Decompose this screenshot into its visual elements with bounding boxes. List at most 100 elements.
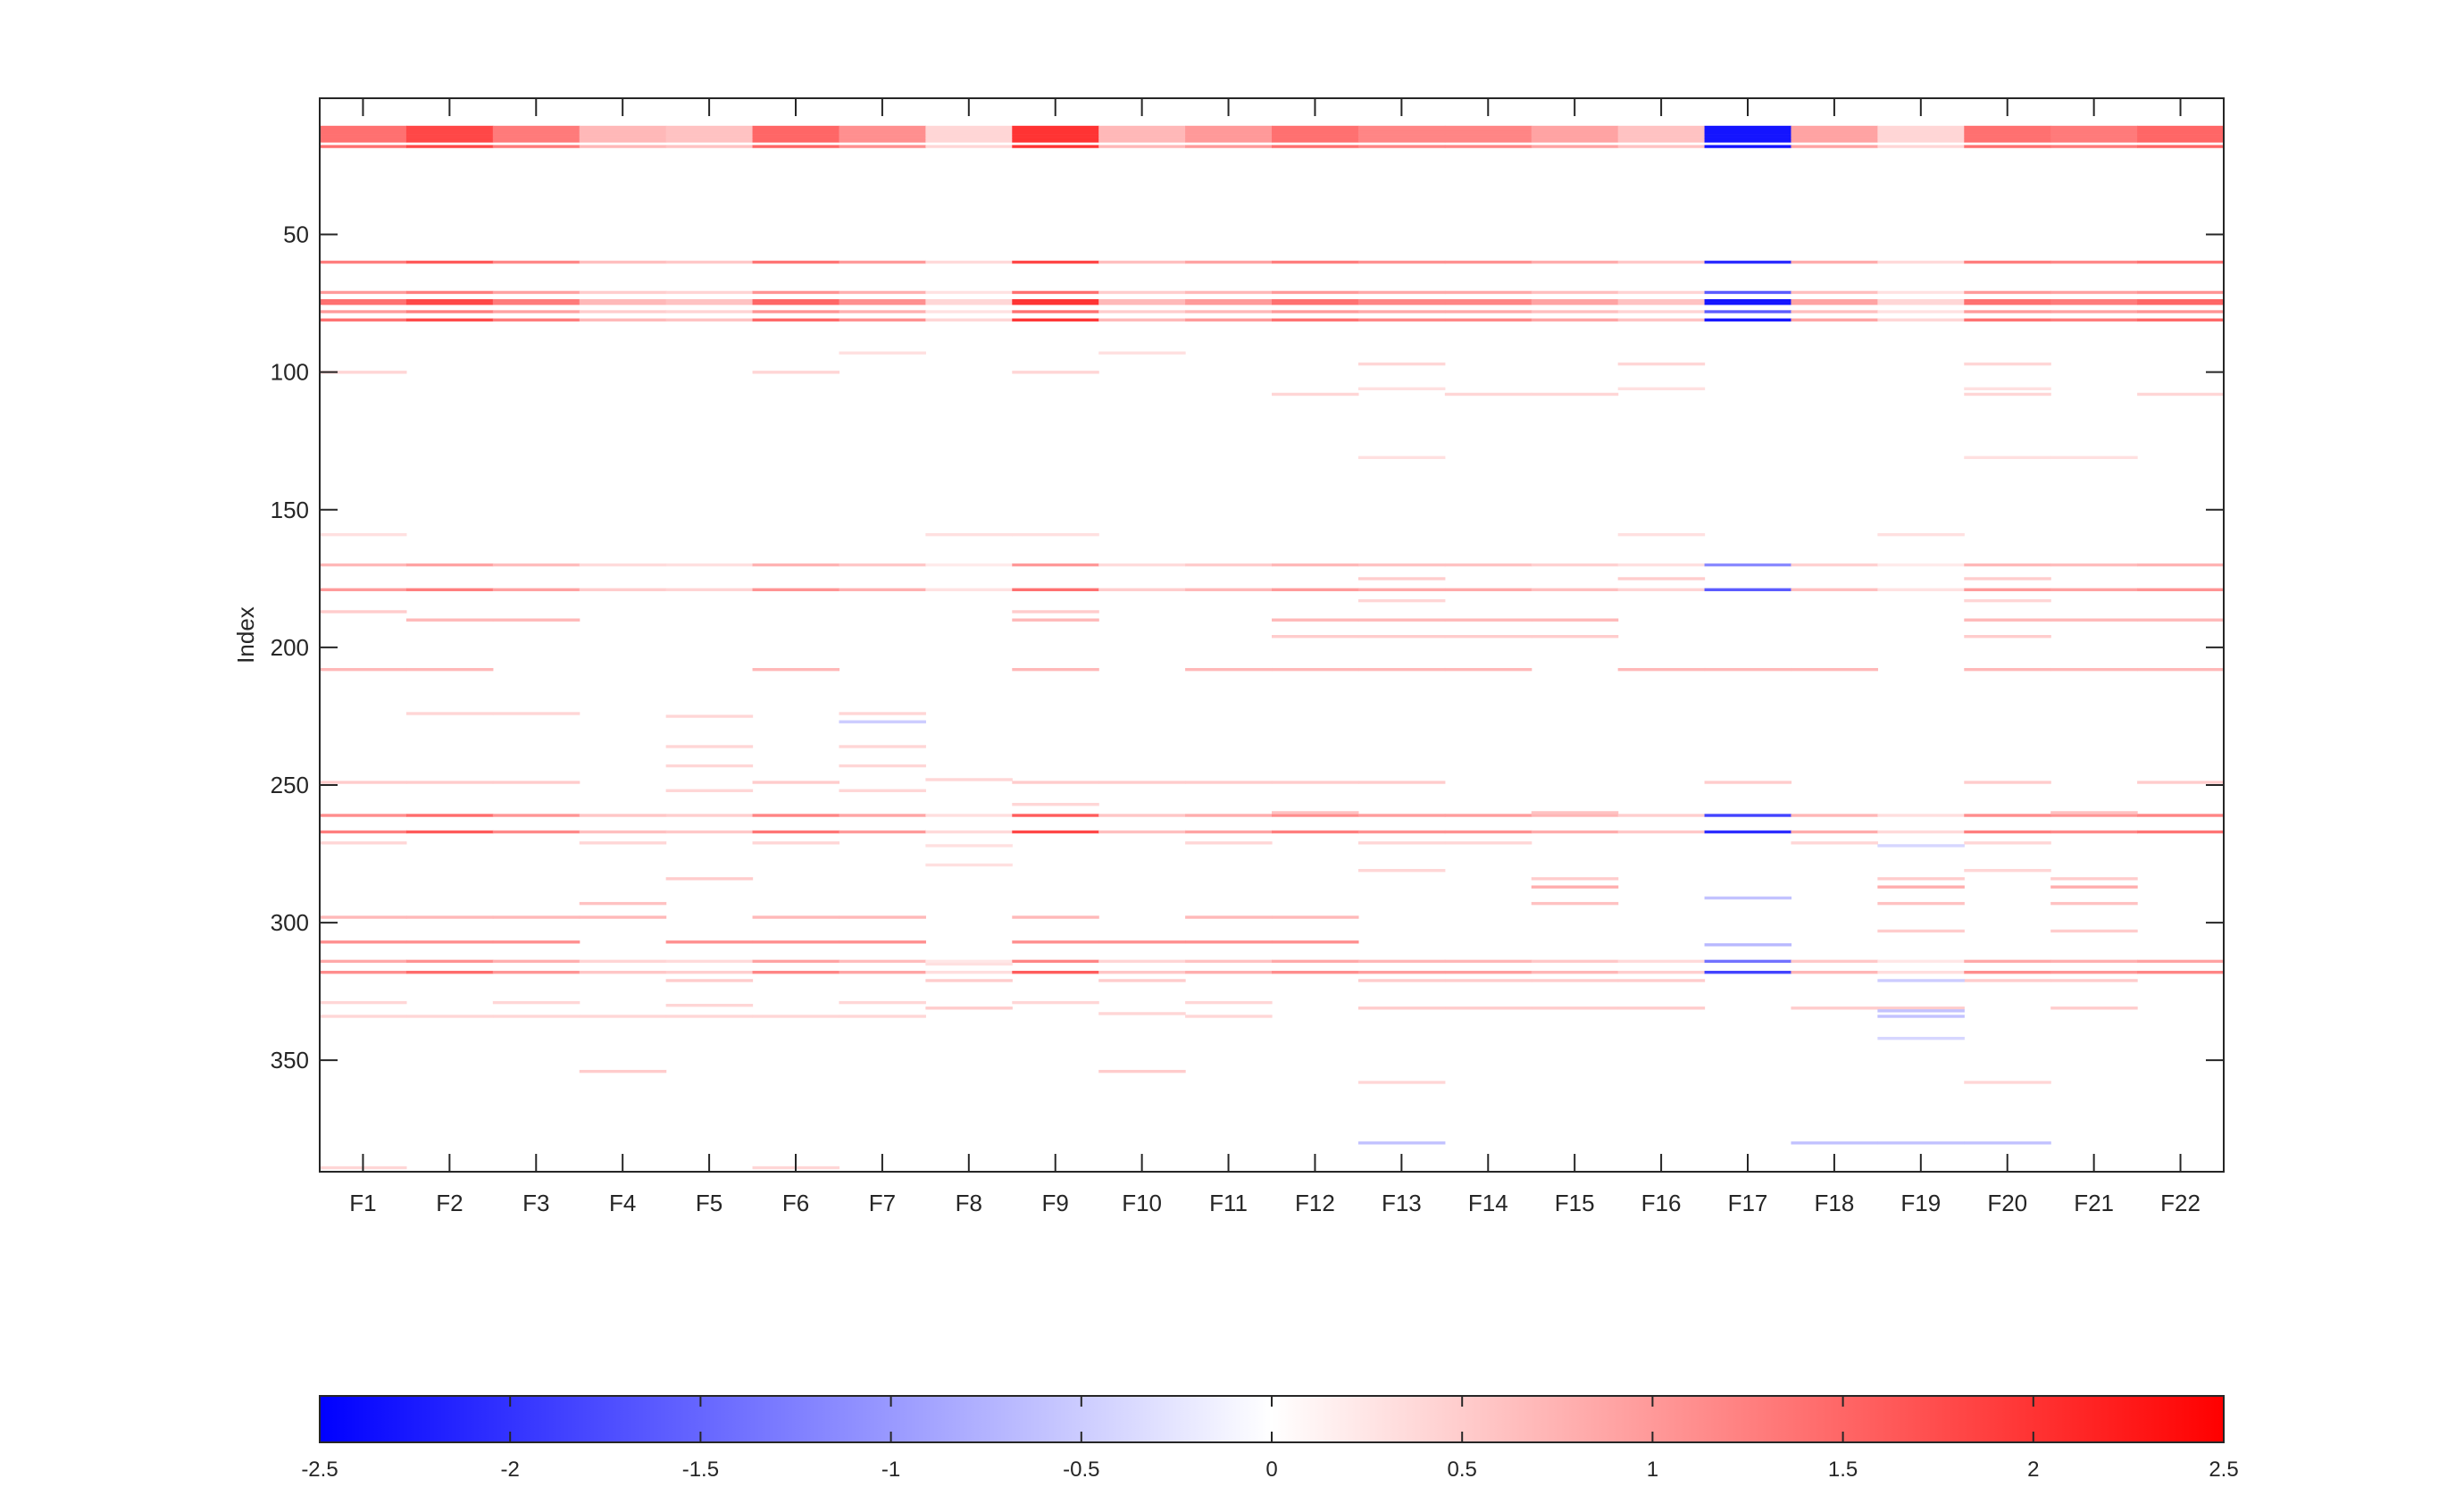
heatmap-cell <box>1012 125 1099 129</box>
heatmap-cell <box>1964 290 2051 295</box>
heatmap-cell <box>320 145 407 148</box>
heatmap-cell <box>1877 532 1965 537</box>
heatmap-cell <box>925 318 1013 322</box>
heatmap-cell <box>839 310 926 313</box>
heatmap-cell <box>320 134 407 138</box>
heatmap-cell <box>665 125 754 129</box>
heatmap-cell <box>1877 1007 1965 1010</box>
heatmap-cell <box>579 302 667 305</box>
heatmap-cell <box>1185 137 1273 140</box>
heatmap-cell <box>579 128 667 132</box>
heatmap-cell <box>492 1015 580 1018</box>
heatmap-cell <box>579 971 667 974</box>
heatmap-cell <box>1531 901 1619 906</box>
heatmap-cell <box>752 139 840 143</box>
heatmap-cell <box>579 310 667 313</box>
heatmap-cell <box>579 134 667 138</box>
heatmap-cell <box>1791 260 1878 264</box>
heatmap-cell <box>1098 128 1186 132</box>
y-tick-label: 200 <box>271 634 309 661</box>
heatmap-cell <box>320 563 407 567</box>
heatmap-cell <box>2050 1007 2138 1010</box>
heatmap-cell <box>2137 298 2225 303</box>
heatmap-cell <box>752 959 840 964</box>
heatmap-cell <box>492 128 580 132</box>
heatmap-cell <box>665 877 754 881</box>
heatmap-cell <box>1791 1141 1878 1145</box>
heatmap-cell <box>752 1015 840 1018</box>
heatmap-cell <box>2050 455 2138 460</box>
heatmap-cell <box>1964 598 2051 603</box>
heatmap-cell <box>1964 781 2051 784</box>
heatmap-cell <box>1098 318 1186 322</box>
heatmap-cell <box>665 1015 754 1018</box>
heatmap-cell <box>1357 260 1446 264</box>
heatmap-cell <box>1964 618 2051 622</box>
heatmap-cell <box>839 745 926 748</box>
heatmap-cell <box>1357 979 1446 982</box>
heatmap-cell <box>405 128 494 132</box>
heatmap-cell <box>1791 310 1878 313</box>
heatmap-cell <box>839 563 926 567</box>
heatmap-cell <box>1531 137 1619 140</box>
heatmap-cell <box>1964 667 2051 672</box>
heatmap-cell <box>1791 128 1878 132</box>
heatmap-cell <box>2050 814 2138 817</box>
heatmap-cell <box>2050 134 2138 138</box>
heatmap-cell <box>1704 145 1792 148</box>
y-tick-label: 250 <box>271 772 309 798</box>
heatmap-cell <box>665 260 754 264</box>
heatmap-cell <box>665 745 754 748</box>
heatmap-cell <box>1444 618 1533 622</box>
heatmap-cell <box>1704 588 1792 591</box>
heatmap-cell <box>839 712 926 715</box>
heatmap-cell <box>1357 310 1446 313</box>
heatmap-cell <box>1964 635 2051 639</box>
heatmap-cell <box>1272 290 1359 295</box>
heatmap-cell <box>320 298 407 303</box>
heatmap-cell <box>1964 298 2051 303</box>
heatmap-cell <box>1964 588 2051 591</box>
heatmap-cell <box>1272 130 1359 135</box>
heatmap-cell <box>1185 915 1273 919</box>
heatmap-cell <box>1098 814 1186 817</box>
heatmap-cell <box>1877 877 1965 881</box>
heatmap-cell <box>320 915 407 919</box>
heatmap-cell <box>320 781 407 784</box>
heatmap-cell <box>1791 125 1878 129</box>
heatmap-cell <box>1704 310 1792 313</box>
heatmap-cell <box>925 959 1013 964</box>
x-tick-label: F19 <box>1900 1190 1941 1216</box>
heatmap-cell <box>1617 125 1706 129</box>
heatmap-cell <box>752 298 840 303</box>
heatmap-cell <box>925 532 1013 537</box>
heatmap-cell <box>1704 137 1792 140</box>
heatmap-cell <box>1098 971 1186 974</box>
heatmap-cell <box>1185 781 1273 784</box>
heatmap-cell <box>1964 130 2051 135</box>
heatmap-cell <box>1877 302 1965 305</box>
heatmap-cell <box>1617 128 1706 132</box>
heatmap-cell <box>925 310 1013 313</box>
heatmap-cell <box>492 618 580 622</box>
heatmap-cell <box>1012 130 1099 135</box>
heatmap-cell <box>1357 598 1446 603</box>
heatmap-cell <box>320 830 407 834</box>
heatmap-cell <box>1444 563 1533 567</box>
heatmap-cell <box>1791 563 1878 567</box>
heatmap-cell <box>1357 125 1446 129</box>
heatmap-cell <box>1531 830 1619 834</box>
heatmap-cell <box>492 130 580 135</box>
heatmap-cell <box>1877 125 1965 129</box>
x-tick-label: F3 <box>522 1190 549 1216</box>
colorbar-tick-label: 2 <box>2027 1458 2039 1482</box>
heatmap-cell <box>1357 830 1446 834</box>
heatmap-cell <box>492 712 580 715</box>
heatmap-cell <box>2050 885 2138 889</box>
heatmap-cell <box>752 563 840 567</box>
heatmap-cell <box>1877 310 1965 313</box>
heatmap-cell <box>2137 139 2225 143</box>
heatmap-cell <box>839 764 926 768</box>
heatmap-cell <box>405 302 494 305</box>
heatmap-cell <box>1531 392 1619 397</box>
